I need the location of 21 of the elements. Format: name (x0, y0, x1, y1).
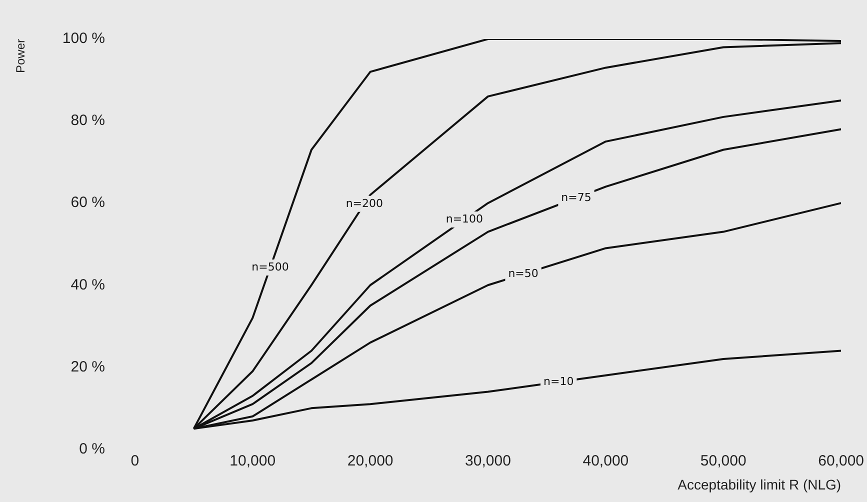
x-axis-title: Acceptability limit R (NLG) (678, 476, 842, 492)
y-tick-label: 100 % (62, 30, 105, 48)
series-label: n=200 (346, 196, 384, 210)
series-label: n=500 (252, 260, 289, 274)
y-tick-label: 60 % (70, 194, 105, 212)
x-tick-label: 50,000 (700, 452, 746, 470)
x-tick-label: 0 (130, 452, 140, 470)
x-tick-label: 40,000 (582, 452, 629, 470)
y-tick-label: 0 % (79, 440, 105, 458)
series-label: n=100 (446, 212, 484, 226)
series-label: n=50 (508, 266, 538, 280)
x-tick-label: 60,000 (818, 452, 864, 470)
x-tick-label: 30,000 (465, 452, 511, 470)
y-tick-label: 40 % (70, 276, 105, 294)
y-tick-label: 80 % (70, 112, 105, 130)
series-label: n=10 (544, 374, 574, 388)
y-tick-label: 20 % (70, 358, 105, 376)
y-axis-title: Power (14, 39, 28, 74)
x-tick-label: 10,000 (230, 452, 276, 470)
series-label: n=75 (561, 190, 592, 204)
x-tick-label: 20,000 (347, 452, 394, 470)
